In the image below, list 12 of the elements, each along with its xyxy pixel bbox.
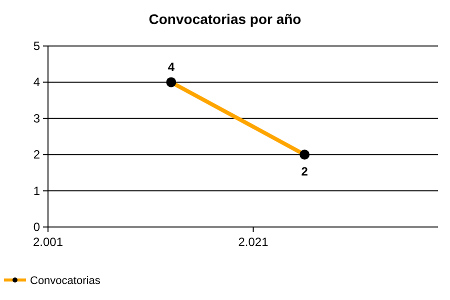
data-label: 2 [301,164,308,179]
x-tick-label: 2.001 [32,235,64,249]
y-tick-label: 4 [33,75,40,90]
y-tick-label: 2 [33,148,40,162]
chart-title: Convocatorias por año [148,11,302,27]
legend-label: Convocatorias [30,275,101,287]
y-tick-label: 1 [33,184,40,198]
x-tick-label: 2.021 [238,235,269,249]
y-tick-label: 0 [33,220,40,234]
y-tick-label: 5 [33,39,40,53]
data-label: 4 [168,60,175,74]
y-tick-label: 3 [33,111,40,126]
